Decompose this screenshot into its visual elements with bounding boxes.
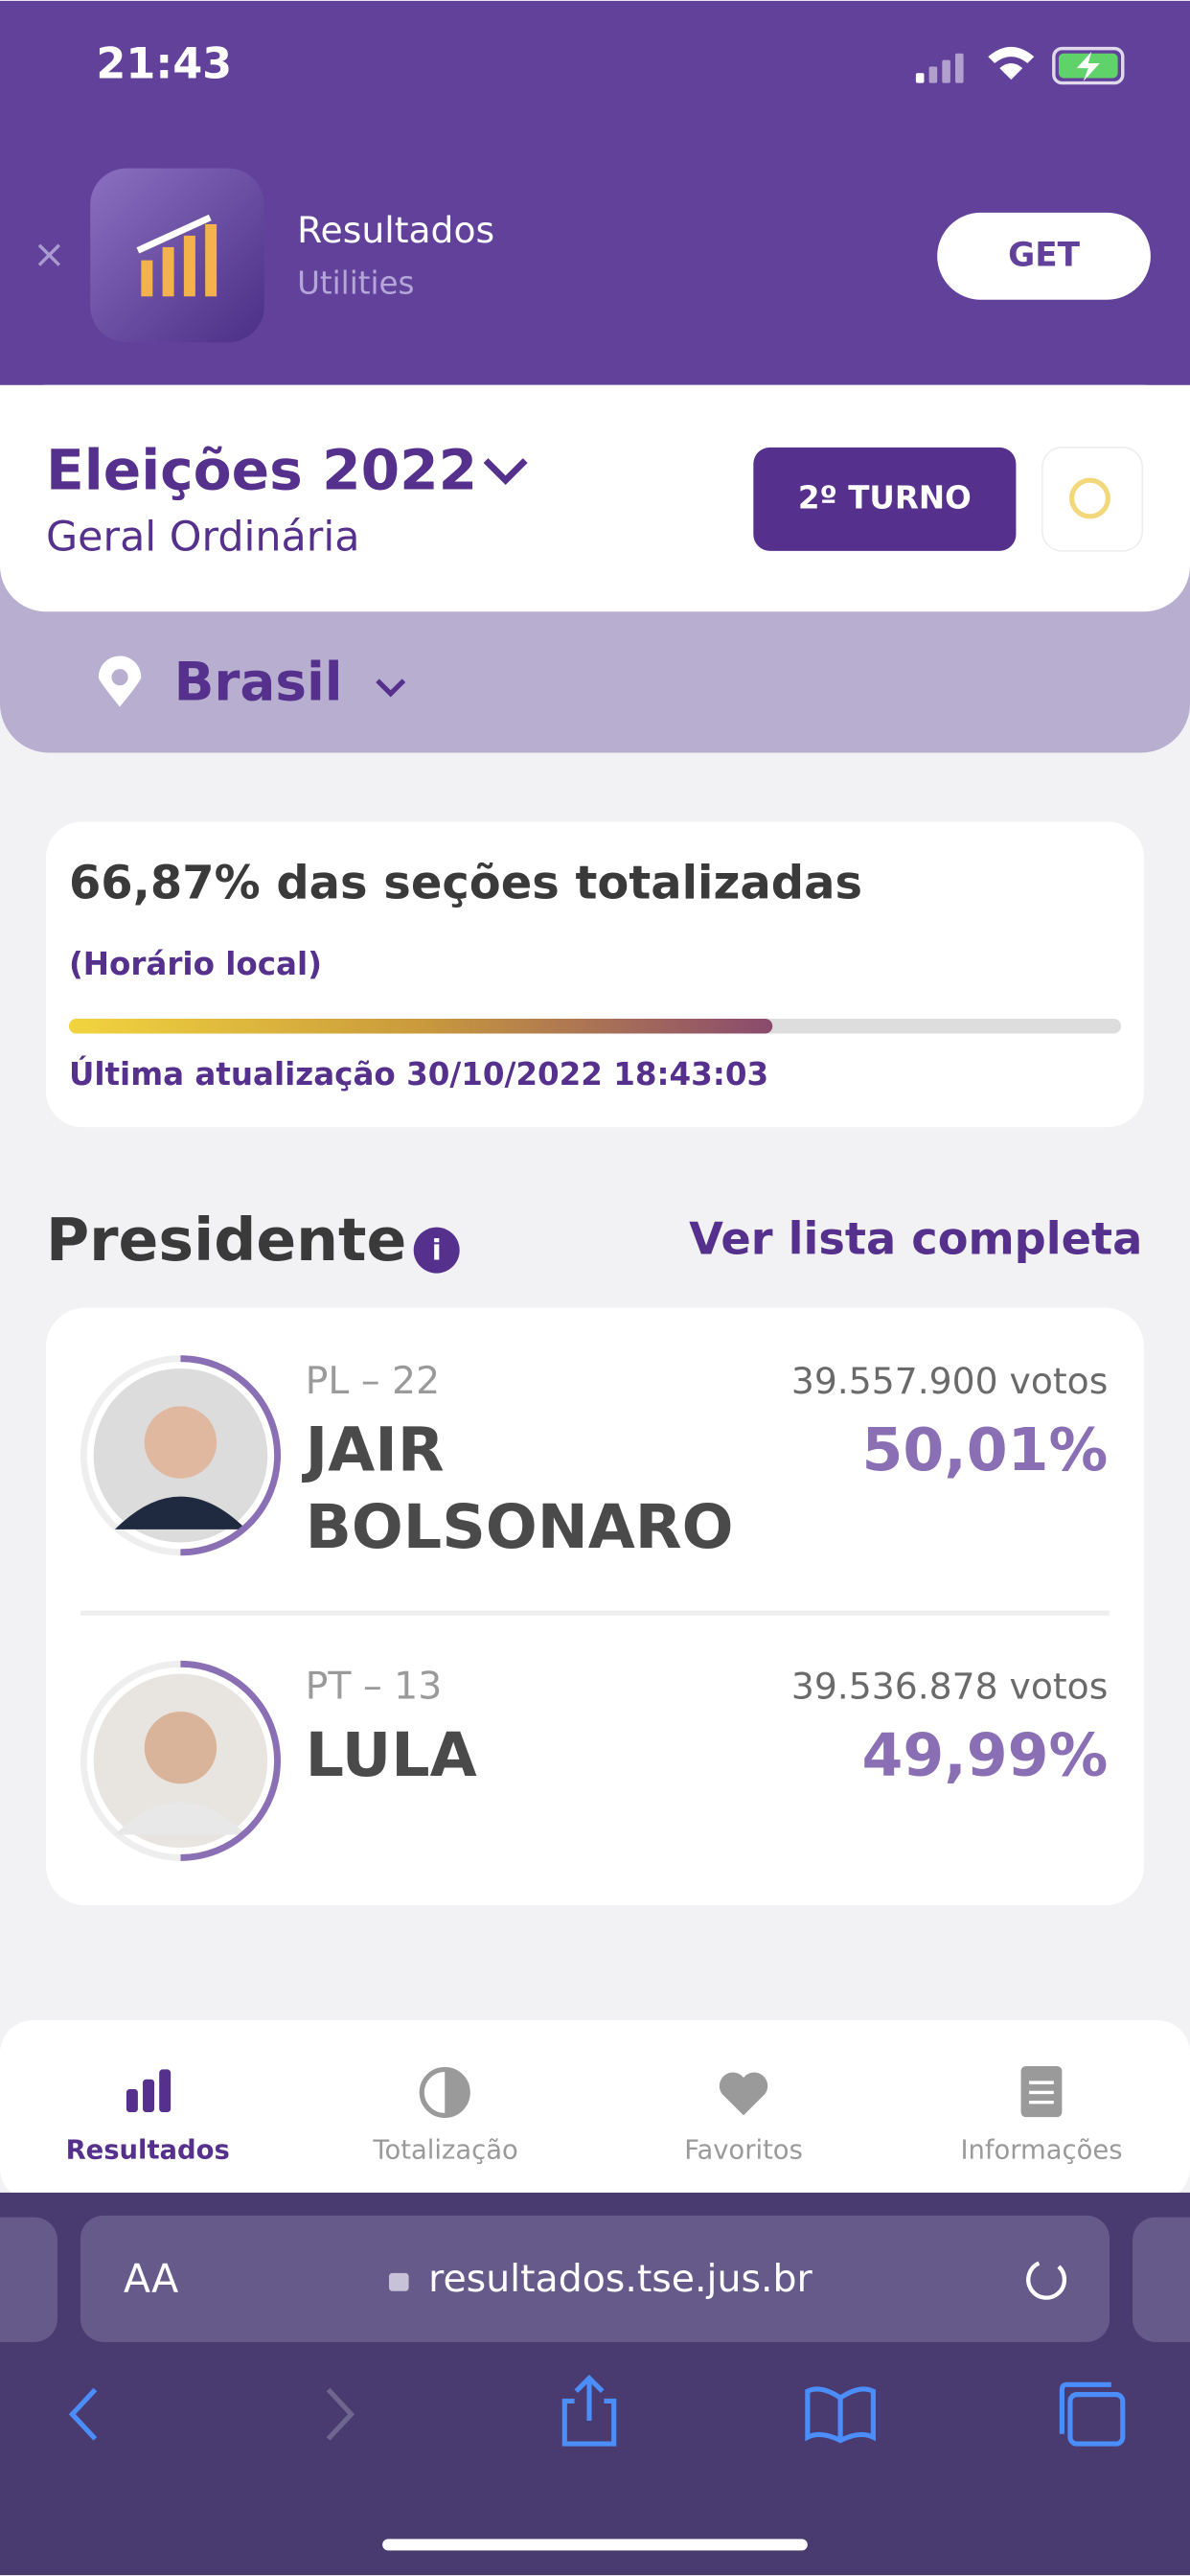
tab-bar: [0, 2020, 1190, 2201]
votes: 39.536.878 votos: [791, 1665, 1108, 1707]
lock-icon: [389, 2272, 409, 2291]
url[interactable]: resultados.tse.jus.br: [428, 2257, 812, 2301]
time: 21:43: [96, 38, 232, 88]
last-update: Última atualização 30/10/2022 18:43:03: [69, 1055, 768, 1092]
home-indicator: [382, 2539, 808, 2551]
url-bar[interactable]: [80, 2215, 1110, 2342]
progress-fill: [68, 1019, 773, 1034]
votes: 39.557.900 votos: [791, 1360, 1108, 1402]
tab-label[interactable]: Resultados: [66, 2136, 230, 2166]
app-icon-line: [136, 214, 212, 254]
round-button[interactable]: [753, 447, 1017, 551]
app-icon: [90, 168, 264, 343]
candidate-name: JAIR: [302, 1414, 445, 1485]
candidates-card: [45, 1307, 1145, 1906]
text-size-button[interactable]: AA: [124, 2255, 178, 2301]
sections-text: 66,87% das seções totalizadas: [69, 856, 862, 909]
refresh-indicator: [1069, 477, 1110, 519]
info-glyph[interactable]: i: [432, 1233, 442, 1266]
candidate-name: BOLSONARO: [306, 1491, 734, 1562]
vote-arc: [180, 1660, 281, 1861]
timezone-note: (Horário local): [69, 946, 322, 982]
close-banner[interactable]: ×: [33, 231, 65, 277]
party: PT – 13: [306, 1664, 443, 1708]
reload-button[interactable]: [1026, 2261, 1067, 2300]
photo-face: [144, 1711, 217, 1784]
browser-nav[interactable]: [68, 2374, 1126, 2447]
location-chevron[interactable]: [376, 678, 406, 698]
full-list-link[interactable]: Ver lista completa: [689, 1213, 1142, 1265]
tab-icons: [126, 2066, 1063, 2118]
app-category: Utilities: [297, 264, 414, 301]
photo-suit: [114, 1496, 246, 1530]
percent: 49,99%: [862, 1721, 1109, 1790]
election-title[interactable]: Eleições 2022: [46, 437, 477, 502]
status-icons: [915, 46, 1125, 85]
location[interactable]: Brasil: [174, 651, 343, 712]
election-subtitle: Geral Ordinária: [46, 513, 360, 561]
progress-card: [45, 821, 1145, 1128]
app-icon-bars: [141, 223, 217, 297]
tab-label[interactable]: Informações: [960, 2136, 1122, 2166]
get-label[interactable]: GET: [1008, 237, 1081, 275]
info-icon[interactable]: [413, 1227, 460, 1274]
prev-tab-preview[interactable]: [0, 2217, 57, 2342]
next-tab-preview[interactable]: [1133, 2217, 1190, 2342]
photo-suit: [114, 1802, 246, 1835]
party: PL – 22: [306, 1359, 441, 1403]
tab-label[interactable]: Totalização: [372, 2136, 517, 2166]
photo-face: [144, 1406, 217, 1479]
percent: 50,01%: [862, 1415, 1109, 1484]
refresh-button[interactable]: [1041, 447, 1144, 552]
vote-arc: [180, 1355, 281, 1556]
get-button[interactable]: [937, 212, 1151, 300]
tab-label[interactable]: Favoritos: [684, 2136, 803, 2166]
app-name: Resultados: [297, 209, 494, 251]
title-chevron[interactable]: [483, 458, 528, 485]
candidate-name: LULA: [306, 1719, 477, 1790]
section-title: Presidente: [46, 1206, 406, 1275]
round-label[interactable]: 2º TURNO: [798, 480, 972, 517]
